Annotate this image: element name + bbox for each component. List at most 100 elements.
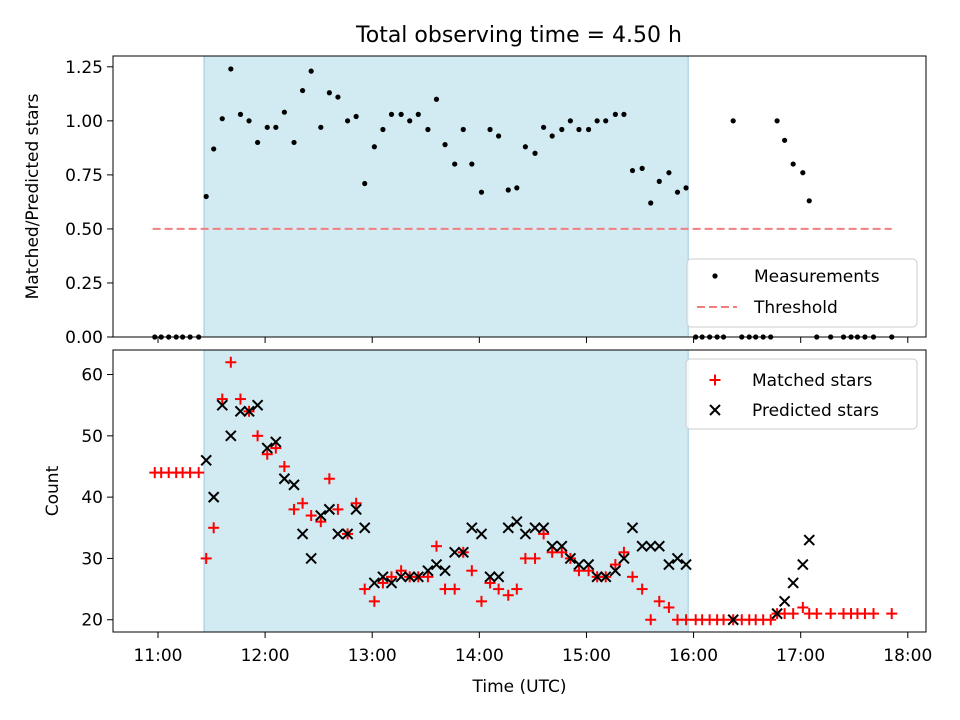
matched-point-19 — [305, 510, 317, 522]
predicted-point-38 — [537, 522, 550, 534]
measurement-point-12 — [246, 118, 252, 124]
measurement-point-30 — [407, 118, 413, 124]
bottom-xtick-label-0: 11:00 — [133, 646, 182, 666]
measurement-point-73 — [774, 118, 780, 124]
predicted-point-45 — [600, 571, 612, 583]
measurement-point-17 — [291, 139, 297, 146]
predicted-point-24 — [412, 571, 424, 583]
predicted-point-32 — [484, 571, 496, 583]
matched-point-58 — [653, 595, 665, 607]
predicted-point-60 — [803, 534, 815, 546]
predicted-point-52 — [663, 558, 675, 571]
matched-point-29 — [395, 565, 407, 577]
predicted-point-17 — [350, 503, 362, 516]
bottom-ytick-label-1: 30 — [81, 549, 103, 569]
predicted-point-35 — [511, 515, 523, 528]
matched-point-66 — [718, 614, 730, 626]
measurement-point-33 — [433, 96, 440, 102]
predicted-point-57 — [778, 595, 791, 608]
bottom-xtick-label-1: 12:00 — [241, 646, 290, 666]
matched-point-34 — [439, 583, 451, 595]
matched-point-44 — [529, 552, 541, 564]
measurement-point-58 — [656, 178, 662, 184]
matched-point-38 — [475, 595, 487, 607]
predicted-point-21 — [385, 577, 398, 589]
measurement-point-13 — [255, 139, 261, 146]
legend-matched-glyph — [709, 374, 721, 386]
bottom-legend: Matched stars Predicted stars — [685, 358, 918, 430]
matched-point-28 — [385, 571, 397, 583]
measurement-point-51 — [594, 118, 600, 124]
measurement-point-31 — [415, 111, 421, 117]
measurement-point-11 — [237, 111, 244, 117]
predicted-point-28 — [448, 546, 461, 559]
matched-point-84 — [868, 608, 880, 620]
matched-point-24 — [350, 497, 362, 509]
top-observing-window — [203, 55, 689, 338]
measurement-point-16 — [281, 109, 287, 115]
measurement-point-74 — [782, 137, 788, 143]
bottom-axes: 20 30 40 50 60 11:00 12:00 13:00 14:00 15:00 16:0… — [43, 349, 932, 697]
predicted-point-1 — [207, 491, 220, 503]
matched-point-76 — [797, 601, 809, 613]
matched-point-9 — [216, 393, 228, 405]
bottom-y-ticks: 20 30 40 50 60 — [81, 366, 113, 631]
measurement-point-10 — [228, 66, 234, 72]
top-y-ticks: 0.00 0.25 0.50 0.75 1.00 1.25 — [65, 58, 113, 348]
predicted-point-48 — [626, 522, 639, 534]
measurement-point-41 — [505, 187, 511, 193]
predicted-point-14 — [323, 503, 336, 516]
predicted-stars-points — [200, 399, 815, 626]
measurement-point-54 — [621, 111, 627, 117]
matched-point-10 — [225, 356, 237, 368]
measurement-point-38 — [478, 189, 485, 195]
matched-stars-points — [149, 356, 898, 626]
predicted-point-34 — [502, 522, 514, 534]
measurement-point-18 — [299, 87, 306, 94]
matched-point-42 — [511, 583, 523, 595]
measurement-point-37 — [469, 161, 475, 167]
matched-point-41 — [502, 589, 514, 601]
matched-point-53 — [609, 559, 621, 571]
matched-point-6 — [193, 467, 205, 479]
bottom-xtick-label-4: 15:00 — [562, 646, 611, 666]
legend-measurements-label: Measurements — [754, 267, 880, 287]
measurement-point-25 — [362, 180, 368, 187]
bottom-xtick-label-6: 17:00 — [776, 646, 825, 666]
measurement-point-29 — [398, 111, 404, 117]
predicted-point-40 — [556, 540, 568, 552]
measurement-point-42 — [514, 185, 520, 191]
matched-point-85 — [886, 608, 898, 620]
predicted-point-3 — [225, 430, 237, 442]
predicted-point-25 — [422, 564, 434, 577]
measurement-point-67 — [730, 118, 736, 124]
legend-predicted-label: Predicted stars — [752, 401, 879, 421]
chart-title: Total observing time = 4.50 h — [355, 23, 682, 48]
predicted-point-19 — [368, 577, 381, 589]
matched-point-40 — [493, 583, 505, 595]
matched-point-72 — [765, 614, 777, 626]
predicted-point-8 — [270, 436, 282, 448]
x-axis-label: Time (UTC) — [472, 677, 567, 697]
measurement-point-19 — [308, 68, 314, 74]
matched-point-75 — [787, 608, 799, 620]
predicted-point-9 — [278, 473, 291, 485]
bottom-xtick-label-2: 13:00 — [348, 646, 397, 666]
predicted-point-29 — [457, 546, 469, 559]
predicted-point-50 — [645, 540, 657, 552]
top-ytick-label-1: 0.25 — [65, 274, 103, 294]
measurement-point-14 — [264, 124, 270, 130]
predicted-point-46 — [609, 564, 622, 577]
matched-point-49 — [573, 565, 585, 577]
predicted-point-33 — [492, 571, 505, 583]
top-legend: Measurements Threshold — [686, 258, 918, 328]
measurement-point-21 — [326, 90, 332, 96]
matched-point-8 — [208, 522, 220, 534]
measurement-point-8 — [211, 146, 217, 152]
matched-point-46 — [546, 546, 558, 558]
predicted-point-41 — [564, 552, 577, 565]
measurement-point-57 — [648, 200, 654, 206]
predicted-point-30 — [466, 522, 478, 534]
measurement-point-15 — [273, 124, 279, 130]
matched-point-7 — [200, 552, 212, 564]
